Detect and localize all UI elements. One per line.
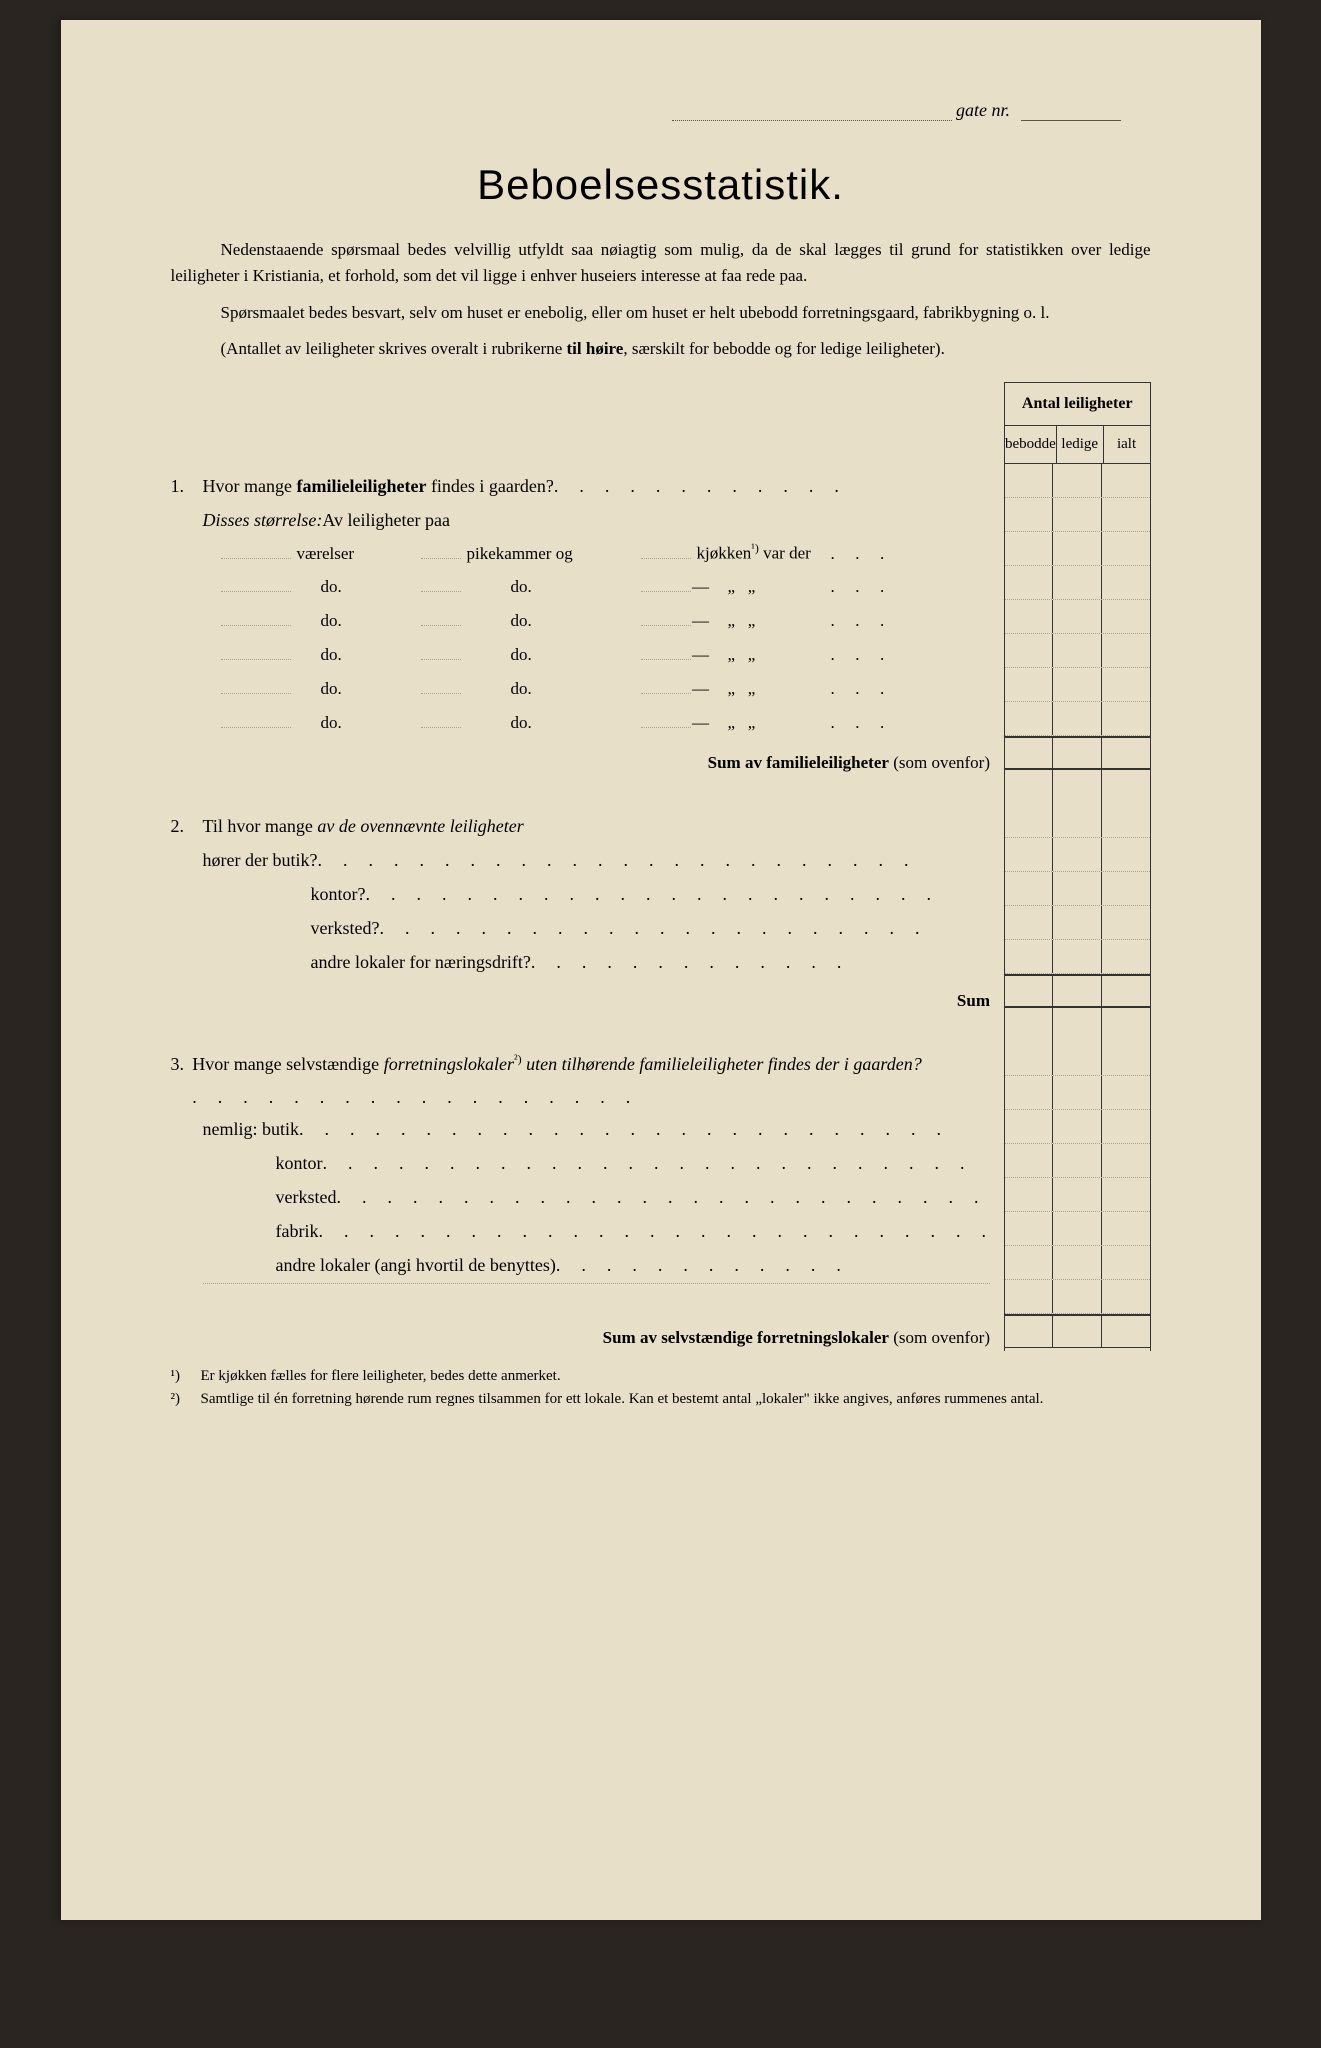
table-header: Antal leiligheter bbox=[1005, 383, 1150, 426]
q2-sum: Sum bbox=[171, 980, 990, 1014]
question-3: 3. Hvor mange selvstændige forretningslo… bbox=[171, 1048, 990, 1351]
size-row: do. do. — „ „ . . . bbox=[171, 708, 990, 742]
page-title: Beboelsesstatistik. bbox=[171, 161, 1151, 209]
size-row: do. do. — „ „ . . . bbox=[171, 572, 990, 606]
counts-table: Antal leiligheter bebodde ledige ialt bbox=[1004, 382, 1151, 1351]
intro-p2: Spørsmaalet bedes besvart, selv om huset… bbox=[171, 300, 1151, 326]
footnotes: ¹) Er kjøkken fælles for flere leilighet… bbox=[171, 1365, 1151, 1410]
size-row: do. do. — „ „ . . . bbox=[171, 640, 990, 674]
size-row-header: værelser pikekammer og kjøkken¹) var der… bbox=[171, 538, 990, 572]
q1-sum: Sum av familieleiligheter (som ovenfor) bbox=[171, 742, 990, 776]
intro-p1: Nedenstaaende spørsmaal bedes velvillig … bbox=[171, 237, 1151, 290]
q3-sum: Sum av selvstændige forretningslokaler (… bbox=[171, 1317, 990, 1351]
gate-number-line: gate nr. bbox=[171, 100, 1121, 121]
gate-label: gate nr. bbox=[956, 100, 1010, 120]
main-layout: 1. Hvor mange familieleiligheter findes … bbox=[171, 382, 1151, 1351]
intro-p3: (Antallet av leiligheter skrives overalt… bbox=[171, 336, 1151, 362]
table-subheader: bebodde ledige ialt bbox=[1005, 426, 1150, 464]
question-2: 2. Til hvor mange av de ovennævnte leili… bbox=[171, 810, 990, 1014]
question-1: 1. Hvor mange familieleiligheter findes … bbox=[171, 470, 990, 776]
size-row: do. do. — „ „ . . . bbox=[171, 674, 990, 708]
size-row: do. do. — „ „ . . . bbox=[171, 606, 990, 640]
document-page: gate nr. Beboelsesstatistik. Nedenstaaen… bbox=[61, 20, 1261, 1920]
questions-column: 1. Hvor mange familieleiligheter findes … bbox=[171, 382, 1004, 1351]
